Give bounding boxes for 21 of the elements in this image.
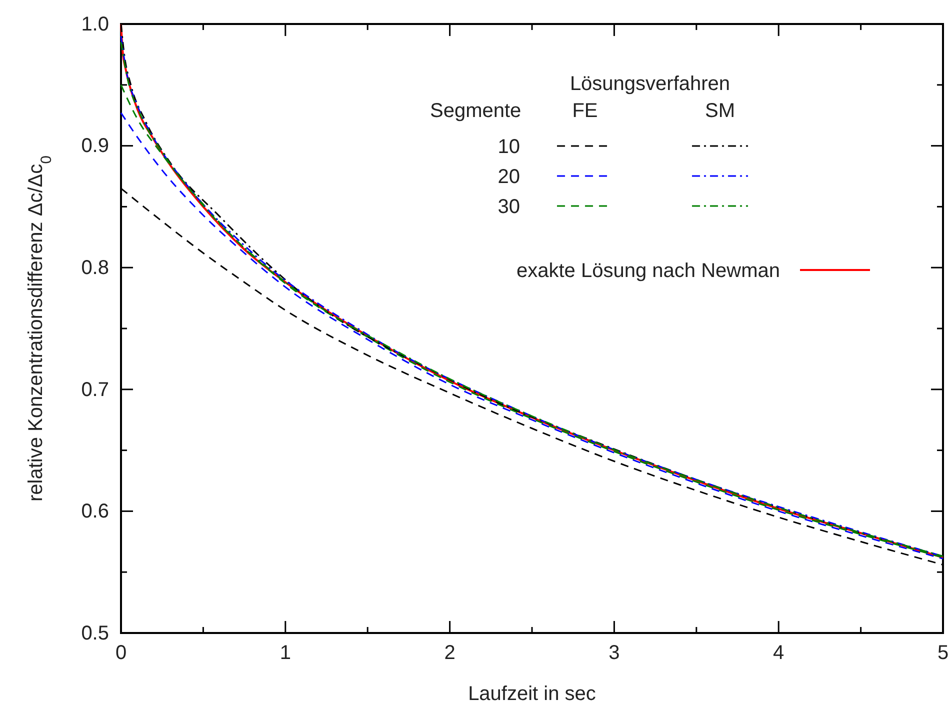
x-tick-label: 2 [444,642,456,664]
annotation: 30 [498,196,520,218]
annotation: Segmente [430,100,522,122]
annotation: Lösungsverfahren [570,73,730,95]
legend-label: exakte Lösung nach Newman [516,260,780,282]
x-tick-label: 4 [773,642,784,664]
y-tick-label: 0.5 [81,622,109,644]
x-axis-title: Laufzeit in sec [468,683,596,705]
y-tick-label: 0.7 [81,378,109,401]
y-tick-label: 1.0 [81,13,109,36]
y-tick-label: 0.8 [81,257,109,279]
annotation: FE [572,100,598,122]
y-tick-label: 0.9 [81,135,109,158]
x-tick-label: 1 [280,642,291,664]
y-tick-label: 0.6 [81,500,109,523]
x-tick-label: 3 [608,642,620,664]
annotation: 10 [498,136,520,158]
annotation: SM [705,100,735,122]
x-tick-label: 5 [937,642,949,664]
x-tick-label: 0 [115,642,127,664]
annotation: 20 [498,166,520,188]
